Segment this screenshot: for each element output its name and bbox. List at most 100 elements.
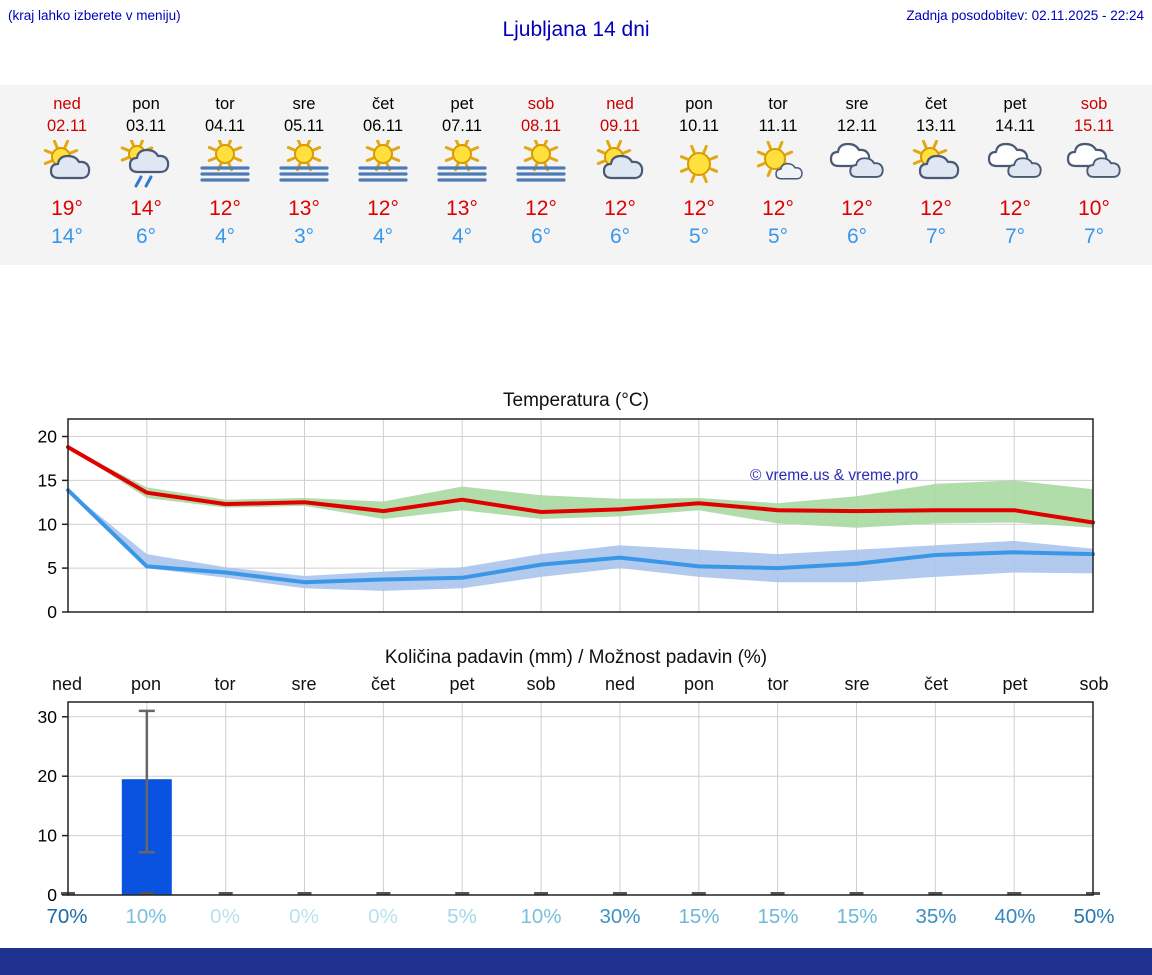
last-updated: Zadnja posodobitev: 02.11.2025 - 22:24 [906, 8, 1144, 23]
temperature-chart: 0 5 10 15 20 © vreme.us & vreme.pro [38, 418, 1095, 619]
forecast-day: ned 09.11 12° 6° [581, 85, 659, 265]
zero-bar-tick [928, 892, 943, 895]
high-temp: 13° [446, 197, 478, 220]
precip-day-labels: ned pon tor sre čet pet sob ned pon tor sre čet pet s… [0, 671, 1152, 697]
zero-bar-tick [376, 892, 391, 895]
low-temp: 14° [51, 225, 83, 248]
high-temp: 13° [288, 197, 320, 220]
high-temp: 12° [683, 197, 715, 220]
zero-bar-tick [770, 892, 785, 895]
precip-day-label: sob [526, 674, 556, 694]
precip-day-label: ned [51, 674, 83, 694]
day-date: 09.11 [599, 117, 641, 135]
precip-day-label: čet [923, 674, 948, 694]
sun-behind-cloud-icon [28, 140, 106, 190]
day-name: čet [924, 95, 947, 113]
cloudy-icon [976, 140, 1054, 190]
sun-icon [660, 140, 738, 190]
precip-day-label: pon [683, 674, 715, 694]
day-date: 15.11 [1073, 117, 1115, 135]
precip-probability: 0% [210, 905, 240, 928]
day-name: sre [292, 95, 316, 113]
zero-bar-tick [534, 892, 549, 895]
low-temp: 6° [846, 225, 868, 248]
precip-probability: 35% [915, 905, 957, 928]
zero-bar-tick [849, 892, 864, 895]
svg-text:10: 10 [38, 826, 58, 846]
day-date: 11.11 [758, 117, 798, 135]
low-temp: 4° [214, 225, 236, 248]
low-temp: 4° [451, 225, 473, 248]
day-name: tor [215, 95, 235, 113]
watermark-link[interactable]: © vreme.us & vreme.pro [750, 467, 918, 484]
precip-probability: 40% [994, 905, 1036, 928]
high-temp: 12° [920, 197, 952, 220]
sun-fog-icon [423, 140, 501, 190]
precip-day-label: sre [291, 674, 317, 694]
day-date: 10.11 [678, 117, 720, 135]
day-date: 02.11 [46, 117, 88, 135]
day-name: pon [685, 95, 713, 113]
zero-bar-tick [139, 892, 154, 895]
precip-probability: 0% [368, 905, 398, 928]
sun-behind-cloud-icon [581, 140, 659, 190]
precip-probability: 50% [1073, 905, 1115, 928]
low-temp: 6° [530, 225, 552, 248]
high-temp: 12° [525, 197, 557, 220]
sun-fog-icon [265, 140, 343, 190]
precip-probability: 15% [678, 905, 720, 928]
day-name: ned [53, 95, 81, 113]
precip-day-label: sob [1079, 674, 1109, 694]
zero-bar-tick [218, 892, 233, 895]
high-temp: 14° [130, 197, 162, 220]
high-temp: 12° [604, 197, 636, 220]
day-name: pon [132, 95, 160, 113]
day-date: 03.11 [125, 117, 167, 135]
cloudy-icon [818, 140, 896, 190]
svg-text:20: 20 [38, 427, 58, 447]
zero-bar-tick [1007, 892, 1022, 895]
temperature-chart-title: Temperatura (°C) [503, 390, 649, 411]
zero-bar-tick [297, 892, 312, 895]
day-date: 04.11 [204, 117, 246, 135]
low-temp: 3° [293, 225, 315, 248]
forecast-day: sob 08.11 12° 6° [502, 85, 580, 265]
high-temp: 12° [209, 197, 241, 220]
low-temp: 7° [1004, 225, 1026, 248]
forecast-day: pon 03.11 14° 6° [107, 85, 185, 265]
precipitation-chart: 0 10 20 30 [38, 701, 1100, 902]
precip-day-label: tor [214, 674, 236, 694]
zero-bar-tick [455, 892, 470, 895]
forecast-day: pon 10.11 12° 5° [660, 85, 738, 265]
day-date: 08.11 [520, 117, 562, 135]
day-name: ned [606, 95, 634, 113]
low-temp: 7° [1083, 225, 1105, 248]
precip-probability-row: 70% 10% 0% 0% 0% 5% 10% 30% 15% 15% 15% 35% 40% 50% [0, 902, 1152, 932]
day-name: čet [371, 95, 394, 113]
precip-day-label: čet [370, 674, 395, 694]
forecast-day: čet 13.11 12° 7° [897, 85, 975, 265]
sun-fog-icon [344, 140, 422, 190]
cloudy-icon [1055, 140, 1133, 190]
sun-fog-icon [502, 140, 580, 190]
temperature-section: Temperatura (°C) 0 5 10 15 20 © vreme.us & vr… [0, 388, 1152, 619]
svg-text:15: 15 [38, 470, 57, 490]
svg-text:0: 0 [47, 602, 57, 619]
forecast-day: tor 11.11 12° 5° [739, 85, 817, 265]
precip-probability: 15% [757, 905, 799, 928]
day-date: 07.11 [441, 117, 483, 135]
day-name: sob [1080, 95, 1108, 113]
forecast-strip: ned 02.11 19° 14° pon 03.11 14° 6° tor 04.11 12° 4°… [0, 85, 1152, 265]
precip-probability: 15% [836, 905, 878, 928]
precip-day-label: sre [844, 674, 870, 694]
day-date: 12.11 [836, 117, 878, 135]
high-temp: 10° [1078, 197, 1110, 220]
forecast-day: sre 12.11 12° 6° [818, 85, 896, 265]
forecast-day: tor 04.11 12° 4° [186, 85, 264, 265]
day-date: 14.11 [994, 117, 1036, 135]
low-temp: 5° [767, 225, 789, 248]
forecast-day: čet 06.11 12° 4° [344, 85, 422, 265]
forecast-day: pet 14.11 12° 7° [976, 85, 1054, 265]
sun-fog-icon [186, 140, 264, 190]
day-name: pet [450, 95, 474, 113]
